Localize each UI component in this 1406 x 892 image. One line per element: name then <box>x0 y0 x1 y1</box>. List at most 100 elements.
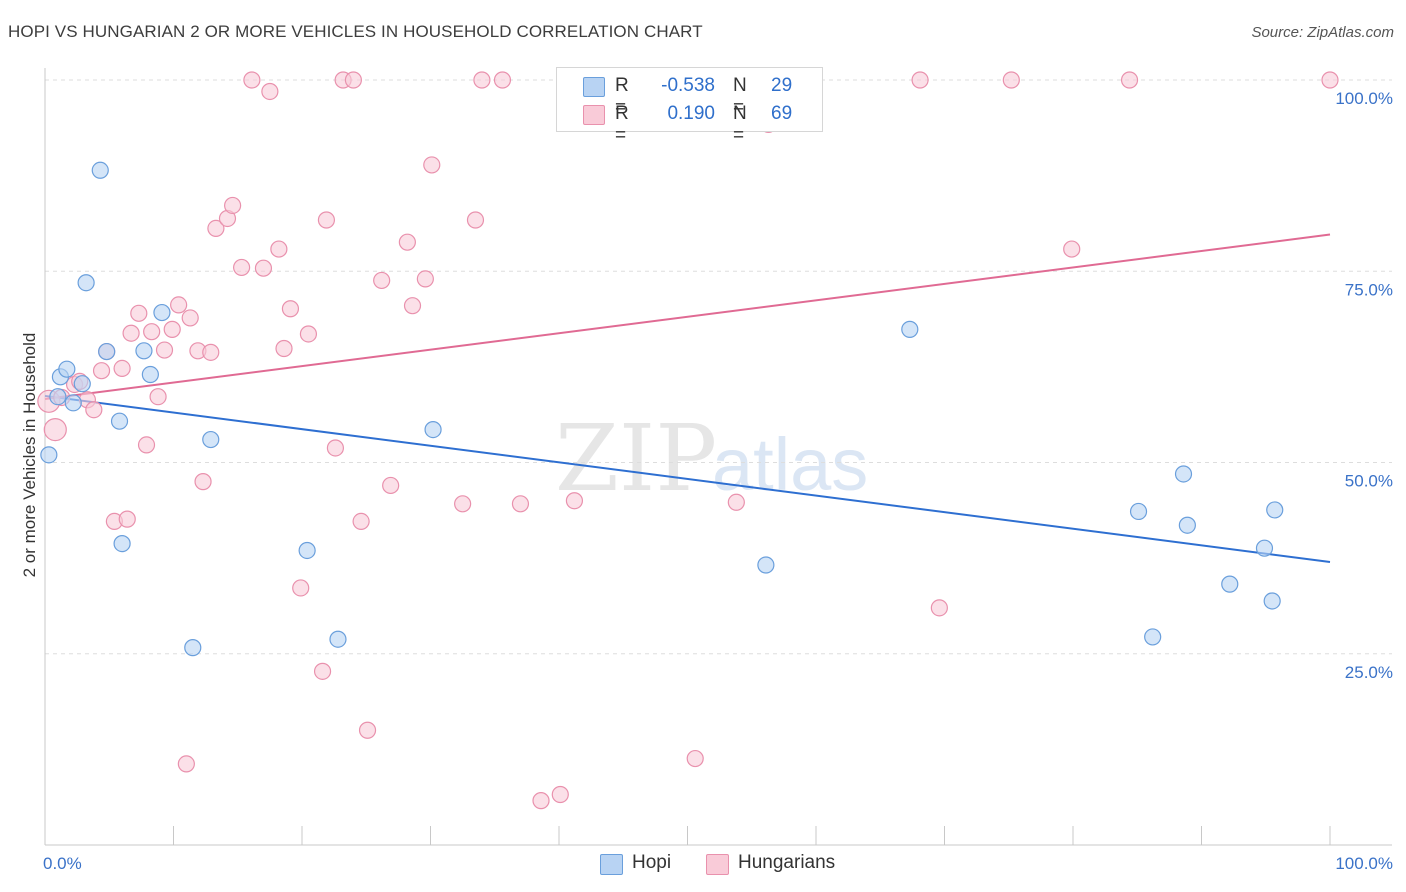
legend-n-value: 29 <box>771 75 793 96</box>
hungarians-point <box>551 785 569 804</box>
legend-r-value: -0.538 <box>661 75 715 96</box>
hopi-point <box>329 630 347 648</box>
hungarians-point <box>454 495 472 513</box>
hungarians-point <box>155 341 174 359</box>
hopi-point <box>110 412 129 430</box>
hopi-point <box>202 430 220 449</box>
hopi-point <box>58 360 76 378</box>
hungarians-point <box>275 339 293 358</box>
chart-title: HOPI VS HUNGARIAN 2 OR MORE VEHICLES IN … <box>8 22 703 41</box>
x-tick-label: 0.0% <box>43 854 82 873</box>
hopi-point <box>298 541 316 560</box>
hopi-point <box>901 320 919 338</box>
tick-labels: 25.0% 50.0% 75.0% 100.0% 0.0% 100.0% <box>43 89 1393 873</box>
hungarians-point <box>85 401 103 419</box>
x-tick-label: 100.0% <box>1335 854 1393 873</box>
hungarians-point <box>43 418 67 442</box>
hopi-point <box>73 375 91 393</box>
hungarians-point <box>292 579 310 597</box>
hopi-point <box>153 303 171 322</box>
hungarians-point <box>92 362 111 380</box>
hopi-point <box>1266 501 1284 519</box>
legend-r-value: 0.190 <box>667 103 715 124</box>
legend-swatch-hungarians <box>583 105 605 125</box>
hungarians-point <box>382 476 400 495</box>
hungarians-trend-line <box>44 233 1331 400</box>
hungarians-point <box>170 296 188 314</box>
hungarians-point <box>243 71 261 89</box>
legend-n-label: N = <box>733 103 747 146</box>
hungarians-point <box>149 388 167 406</box>
y-tick-label: 50.0% <box>1345 472 1393 491</box>
hungarians-point <box>137 436 156 454</box>
hopi-point <box>113 534 131 553</box>
hungarians-point <box>403 297 422 315</box>
hungarians-point <box>686 749 704 768</box>
hungarians-point <box>233 258 251 277</box>
hungarians-point <box>207 219 225 238</box>
hungarians-point <box>373 271 391 290</box>
hungarians-point <box>466 211 485 229</box>
hopi-point <box>1178 516 1196 534</box>
hungarians-point <box>930 599 948 617</box>
hungarians-point <box>163 320 181 338</box>
hungarians-point <box>473 71 491 89</box>
hungarians-point <box>299 325 318 343</box>
hungarians-point <box>313 662 332 680</box>
legend-swatch-hopi <box>583 77 605 97</box>
hungarians-point <box>224 196 242 215</box>
hungarians-point <box>1063 240 1081 258</box>
hopi-point <box>40 446 58 464</box>
hungarians-point <box>416 270 434 288</box>
hungarians-point <box>177 755 195 773</box>
hungarians-point <box>1321 71 1339 89</box>
watermark-zip: ZIP <box>555 405 717 512</box>
correlation-legend: R = -0.538 N = 29 R = 0.190 N = 69 <box>556 67 823 146</box>
legend-n-value: 69 <box>771 103 793 124</box>
legend-n-label: N = <box>733 75 747 118</box>
watermark: ZIP atlas <box>555 405 868 512</box>
hungarians-point <box>344 71 362 89</box>
hungarians-point <box>113 359 131 378</box>
hungarians-point <box>254 259 273 277</box>
hopi-point <box>184 639 202 657</box>
hungarians-point <box>118 510 136 528</box>
hungarians-point <box>423 156 441 174</box>
series-swatch-hopi <box>600 854 623 875</box>
hungarians-point <box>281 300 300 318</box>
hungarians-point <box>352 512 370 531</box>
hopi-point <box>1129 502 1148 521</box>
hopi-point <box>1255 539 1274 557</box>
hungarians-point <box>565 492 584 510</box>
hopi-point <box>77 274 95 292</box>
hopi-point <box>1174 465 1193 483</box>
hungarians-point <box>727 493 745 511</box>
hungarians-point <box>358 721 377 739</box>
series-swatch-hungarians <box>706 854 729 875</box>
hungarians-point <box>202 343 220 361</box>
hopi-point <box>1221 575 1239 593</box>
hungarians-point <box>181 309 199 327</box>
chart-source: Source: ZipAtlas.com <box>1251 24 1394 41</box>
data-points <box>37 71 1339 810</box>
gridlines <box>45 79 1392 655</box>
hopi-trend-line <box>44 394 1331 563</box>
hungarians-point <box>493 71 512 89</box>
hopi-point <box>141 365 159 384</box>
legend-r-label: R = <box>615 75 629 118</box>
hungarians-point <box>194 473 212 491</box>
hungarians-point <box>270 240 288 258</box>
hopi-point <box>424 421 442 439</box>
hungarians-point <box>1002 71 1020 89</box>
series-label-hopi: Hopi <box>632 852 672 873</box>
trend-lines <box>44 233 1331 563</box>
hungarians-point <box>317 211 336 229</box>
hopi-point <box>64 394 82 412</box>
hungarians-point <box>911 71 929 89</box>
hopi-point <box>91 161 109 179</box>
hungarians-point <box>326 439 345 457</box>
hopi-point <box>757 556 775 574</box>
hungarians-point <box>143 323 161 341</box>
y-tick-label: 25.0% <box>1345 663 1393 682</box>
